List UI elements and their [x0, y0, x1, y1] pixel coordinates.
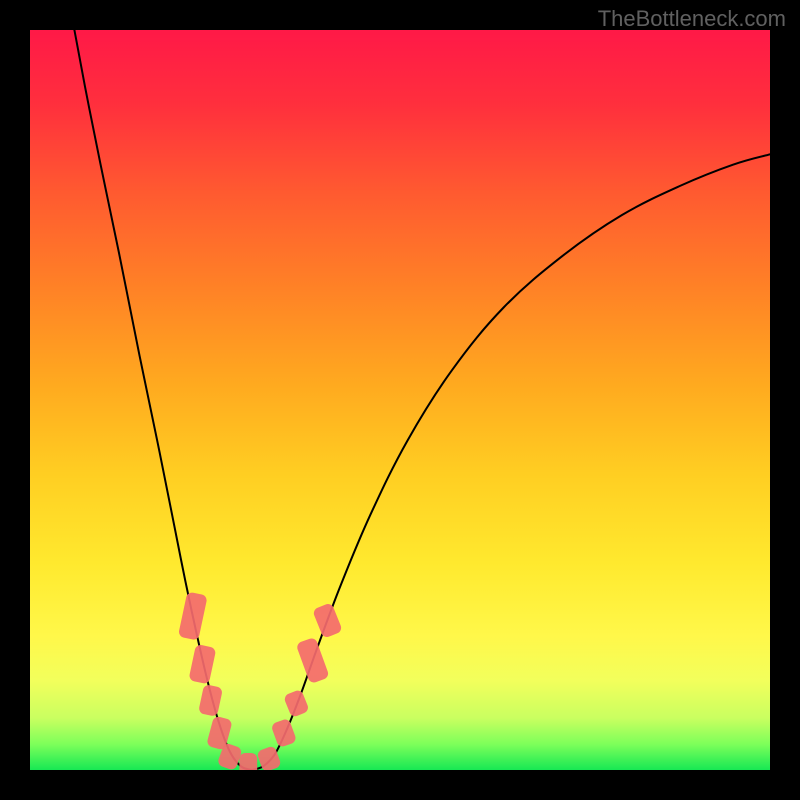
marker-2: [198, 684, 223, 717]
curve-left-branch: [74, 30, 252, 770]
marker-7: [270, 718, 297, 748]
plot-area: [30, 30, 770, 770]
marker-9: [296, 637, 330, 684]
curve-right-branch: [252, 154, 770, 770]
marker-5: [239, 753, 257, 770]
markers-group: [178, 591, 343, 770]
marker-0: [178, 591, 208, 640]
curves-group: [74, 30, 770, 770]
curve-layer: [30, 30, 770, 770]
marker-10: [312, 602, 343, 639]
marker-1: [188, 644, 216, 684]
watermark-text: TheBottleneck.com: [598, 6, 786, 32]
marker-8: [283, 689, 310, 718]
